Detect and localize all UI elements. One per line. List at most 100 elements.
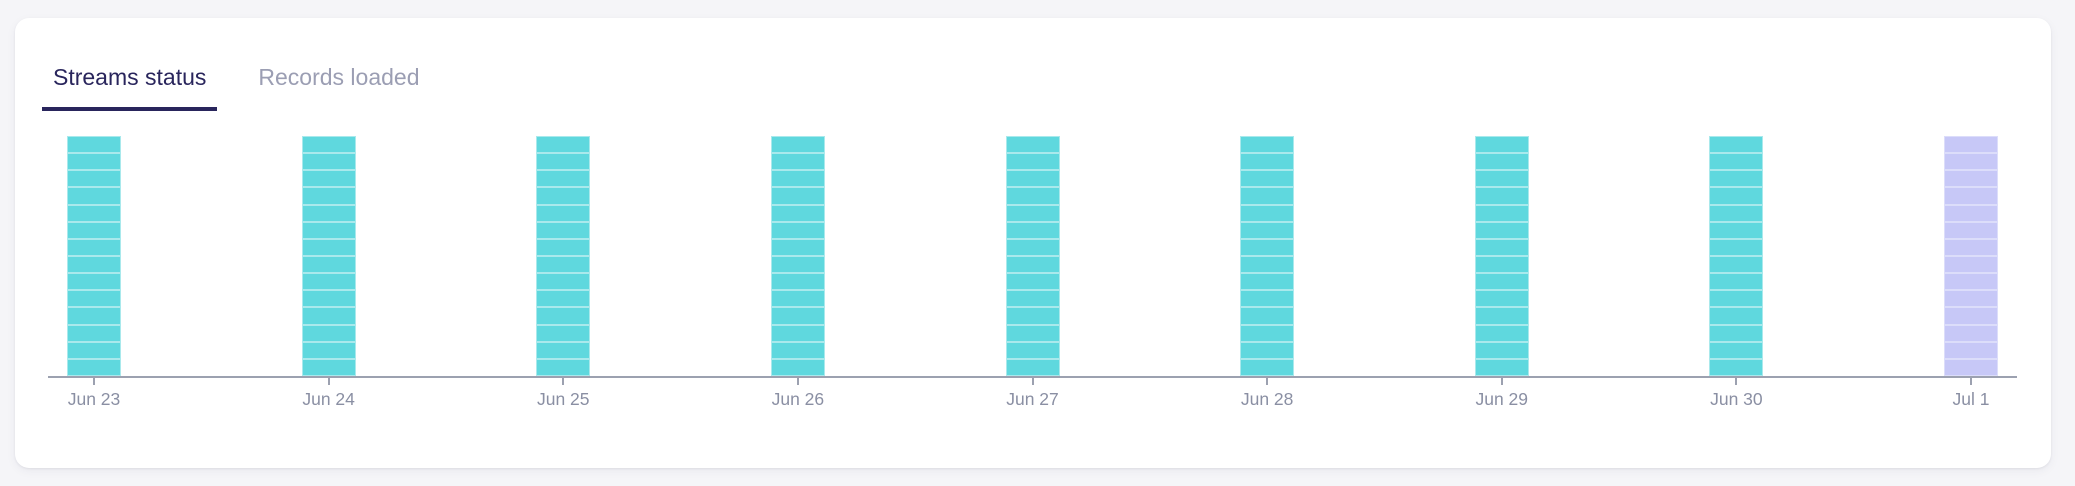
bar-segment[interactable] — [1710, 308, 1763, 324]
bar-segment[interactable] — [1710, 154, 1763, 170]
bar-segment[interactable] — [302, 325, 355, 341]
bar-segment[interactable] — [1475, 188, 1528, 204]
bar-segment[interactable] — [1475, 308, 1528, 324]
bar-segment[interactable] — [1006, 256, 1059, 273]
bar-segment[interactable] — [302, 342, 355, 358]
bar-segment[interactable] — [1475, 342, 1528, 358]
bar-segment[interactable] — [1006, 222, 1059, 238]
bar-segment[interactable] — [302, 256, 355, 273]
bar-segment[interactable] — [1710, 256, 1763, 273]
bar-segment[interactable] — [1710, 325, 1763, 341]
bar-segment[interactable] — [1241, 222, 1294, 238]
bar-segment[interactable] — [1241, 359, 1294, 375]
bar-jun-24[interactable] — [301, 136, 356, 376]
bar-segment[interactable] — [537, 154, 590, 170]
bar-segment[interactable] — [537, 274, 590, 290]
bar-segment[interactable] — [771, 222, 824, 238]
bar-segment[interactable] — [1006, 205, 1059, 221]
bar-segment[interactable] — [68, 239, 120, 255]
bar-segment[interactable] — [537, 188, 590, 204]
bar-segment[interactable] — [1945, 256, 1997, 273]
bar-segment[interactable] — [68, 274, 120, 290]
bar-segment[interactable] — [537, 239, 590, 255]
bar-segment[interactable] — [1945, 205, 1997, 221]
bar-segment[interactable] — [302, 171, 355, 187]
bar-segment[interactable] — [302, 274, 355, 290]
bar-segment[interactable] — [1475, 256, 1528, 273]
bar-segment[interactable] — [1006, 359, 1059, 375]
bar-segment[interactable] — [1945, 325, 1997, 341]
bar-segment[interactable] — [1475, 154, 1528, 170]
bar-segment[interactable] — [1475, 222, 1528, 238]
bar-segment[interactable] — [537, 137, 590, 153]
bar-jun-23[interactable] — [67, 136, 121, 376]
bar-segment[interactable] — [1006, 325, 1059, 341]
bar-segment[interactable] — [771, 274, 824, 290]
bar-segment[interactable] — [537, 171, 590, 187]
bar-segment[interactable] — [771, 342, 824, 358]
bar-segment[interactable] — [1710, 274, 1763, 290]
bar-segment[interactable] — [1241, 188, 1294, 204]
bar-segment[interactable] — [771, 308, 824, 324]
bar-segment[interactable] — [1710, 188, 1763, 204]
bar-segment[interactable] — [1945, 154, 1997, 170]
bar-segment[interactable] — [302, 154, 355, 170]
bar-segment[interactable] — [302, 308, 355, 324]
bar-segment[interactable] — [537, 308, 590, 324]
bar-segment[interactable] — [68, 137, 120, 153]
bar-segment[interactable] — [771, 291, 824, 307]
bar-segment[interactable] — [302, 291, 355, 307]
bar-segment[interactable] — [302, 359, 355, 375]
bar-segment[interactable] — [1006, 137, 1059, 153]
bar-segment[interactable] — [1945, 291, 1997, 307]
bar-segment[interactable] — [302, 188, 355, 204]
bar-segment[interactable] — [537, 342, 590, 358]
bar-segment[interactable] — [302, 205, 355, 221]
bar-segment[interactable] — [771, 256, 824, 273]
bar-jun-25[interactable] — [536, 136, 591, 376]
tab-streams-status[interactable]: Streams status — [42, 62, 218, 111]
bar-segment[interactable] — [771, 137, 824, 153]
bar-segment[interactable] — [1006, 291, 1059, 307]
bar-segment[interactable] — [537, 325, 590, 341]
bar-segment[interactable] — [1241, 256, 1294, 273]
bar-segment[interactable] — [1475, 291, 1528, 307]
bar-segment[interactable] — [771, 239, 824, 255]
bar-segment[interactable] — [1710, 291, 1763, 307]
bar-segment[interactable] — [68, 188, 120, 204]
bar-segment[interactable] — [1475, 325, 1528, 341]
bar-segment[interactable] — [1475, 171, 1528, 187]
bar-segment[interactable] — [1475, 137, 1528, 153]
bar-segment[interactable] — [68, 256, 120, 273]
bar-segment[interactable] — [771, 325, 824, 341]
bar-segment[interactable] — [1945, 188, 1997, 204]
bar-segment[interactable] — [68, 359, 120, 375]
bar-segment[interactable] — [537, 291, 590, 307]
bar-segment[interactable] — [1710, 171, 1763, 187]
bar-segment[interactable] — [771, 188, 824, 204]
bar-segment[interactable] — [1006, 239, 1059, 255]
bar-segment[interactable] — [1241, 325, 1294, 341]
bar-segment[interactable] — [1241, 239, 1294, 255]
bar-segment[interactable] — [771, 205, 824, 221]
bar-segment[interactable] — [1945, 359, 1997, 375]
tab-records-loaded[interactable]: Records loaded — [258, 64, 420, 90]
bar-segment[interactable] — [302, 137, 355, 153]
bar-jun-26[interactable] — [770, 136, 825, 376]
bar-segment[interactable] — [68, 154, 120, 170]
bar-segment[interactable] — [537, 359, 590, 375]
bar-jun-27[interactable] — [1005, 136, 1060, 376]
bar-segment[interactable] — [1006, 308, 1059, 324]
bar-segment[interactable] — [1006, 342, 1059, 358]
bar-segment[interactable] — [1241, 308, 1294, 324]
bar-segment[interactable] — [537, 222, 590, 238]
bar-segment[interactable] — [1006, 274, 1059, 290]
bar-segment[interactable] — [771, 171, 824, 187]
bar-segment[interactable] — [1710, 342, 1763, 358]
bar-segment[interactable] — [302, 222, 355, 238]
bar-segment[interactable] — [1241, 205, 1294, 221]
bar-segment[interactable] — [1710, 205, 1763, 221]
bar-segment[interactable] — [68, 342, 120, 358]
bar-segment[interactable] — [68, 205, 120, 221]
bar-segment[interactable] — [1945, 308, 1997, 324]
